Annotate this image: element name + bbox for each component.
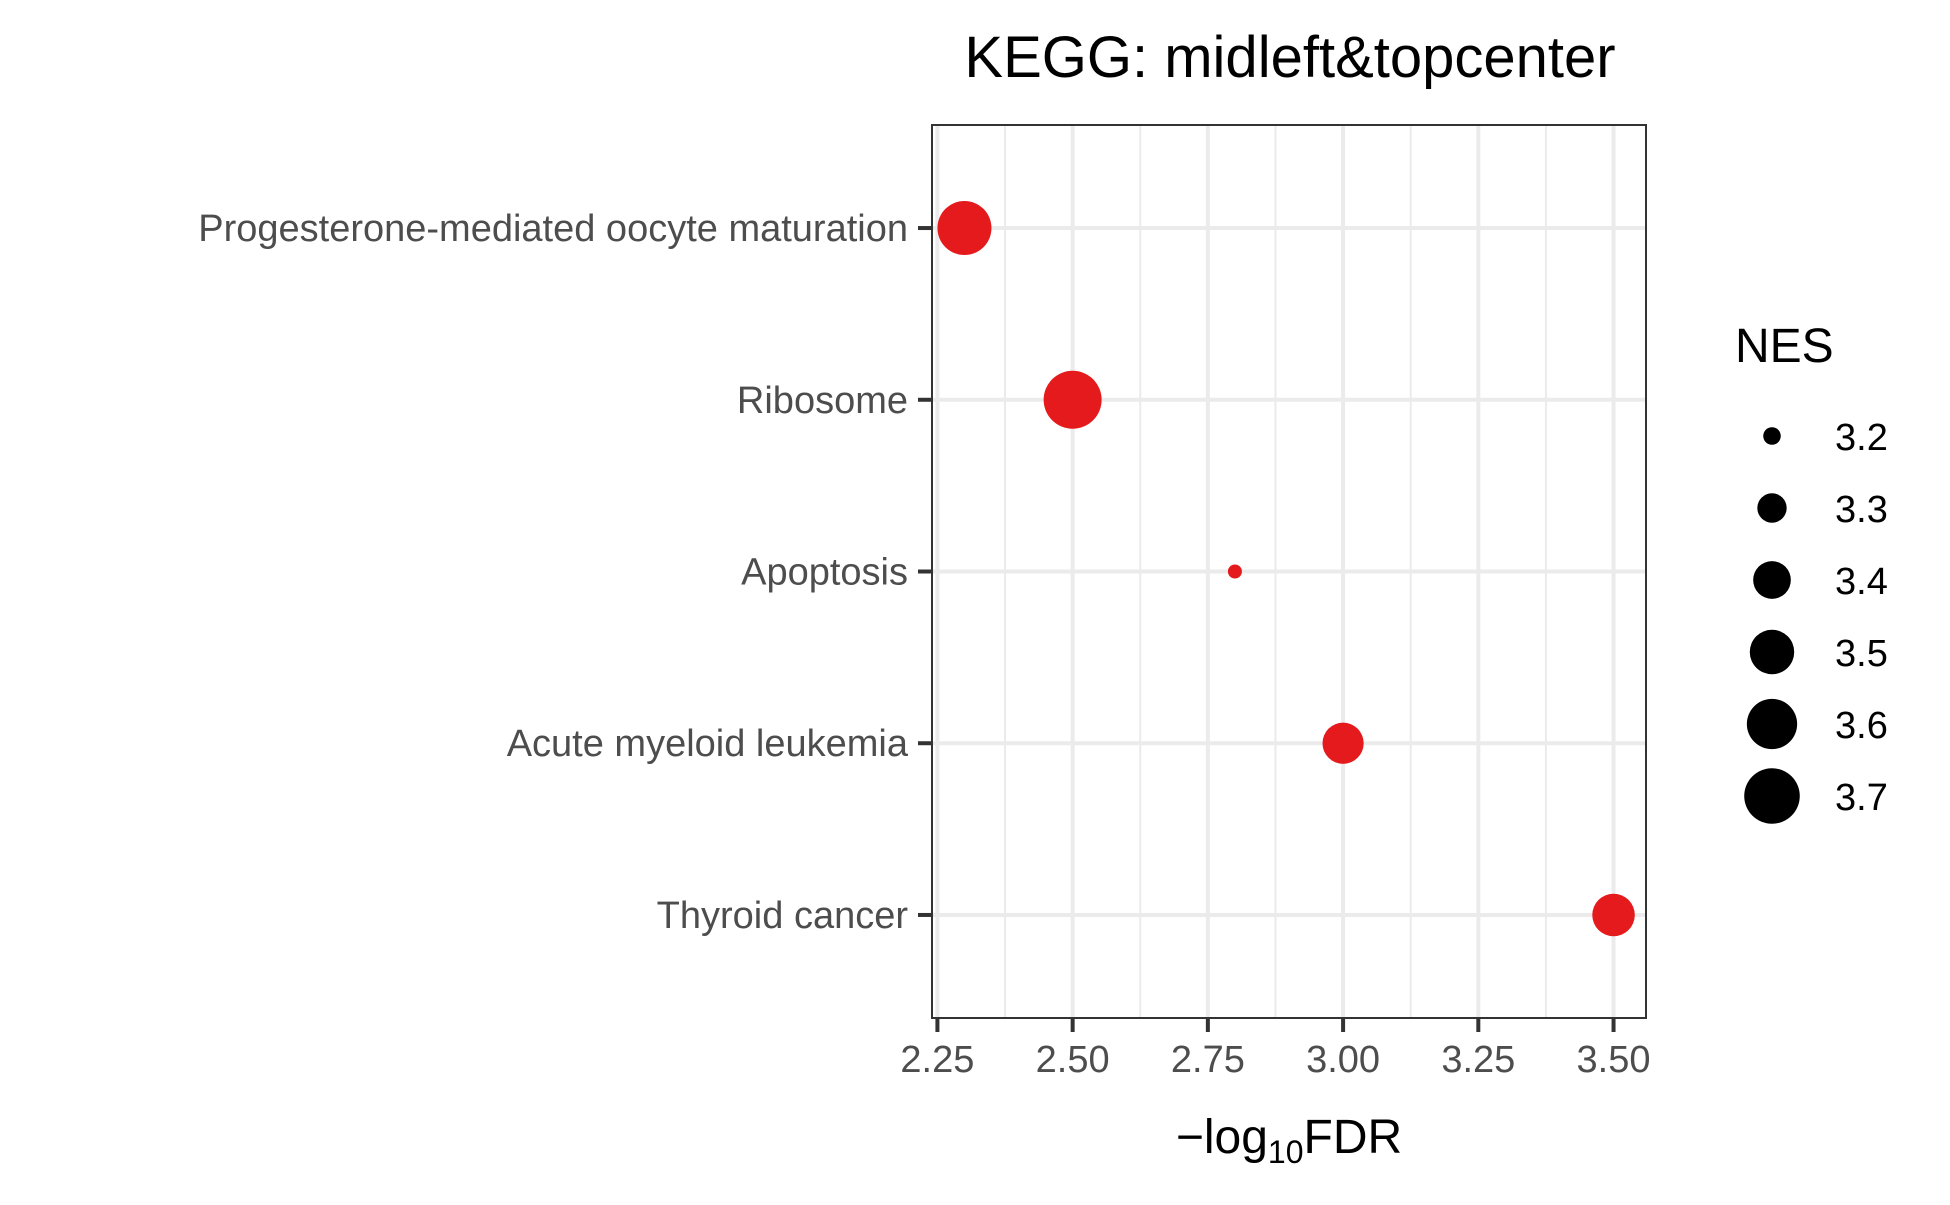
data-point <box>1322 722 1364 764</box>
data-point <box>1227 564 1242 579</box>
grid-layer <box>932 125 1646 1018</box>
y-tick-label: Ribosome <box>737 380 908 422</box>
x-tick-label: 3.00 <box>1306 1039 1380 1081</box>
legend: NES 3.2 3.3 3.4 3.5 3.6 3.7 <box>1735 320 1888 824</box>
y-tick-label: Thyroid cancer <box>657 895 909 937</box>
legend-key-circle <box>1753 561 1791 599</box>
y-tick-label: Progesterone-mediated oocyte maturation <box>198 208 908 250</box>
x-tick-label: 2.75 <box>1171 1039 1245 1081</box>
legend-label: 3.2 <box>1835 417 1888 459</box>
x-axis: 2.25 2.50 2.75 3.00 3.25 3.50 <box>900 1018 1651 1081</box>
legend-key-circle <box>1763 427 1781 445</box>
legend-key-circle <box>1744 768 1800 824</box>
x-axis-label-subscript: 10 <box>1268 1134 1304 1170</box>
legend-label: 3.5 <box>1835 633 1888 675</box>
legend-key-circle <box>1749 629 1795 675</box>
data-point <box>1592 893 1635 937</box>
y-tick-label: Apoptosis <box>741 552 908 594</box>
x-tick-label: 2.25 <box>900 1039 974 1081</box>
chart-title: KEGG: midleft&topcenter <box>964 25 1615 90</box>
x-tick-label: 2.50 <box>1036 1039 1110 1081</box>
legend-label: 3.6 <box>1835 705 1888 747</box>
y-axis: Progesterone-mediated oocyte maturation R… <box>198 208 932 937</box>
x-tick-label: 3.50 <box>1577 1039 1651 1081</box>
legend-key-circle <box>1746 698 1798 750</box>
x-axis-label-suffix: FDR <box>1304 1111 1403 1164</box>
legend-entries: 3.2 3.3 3.4 3.5 3.6 3.7 <box>1744 417 1888 824</box>
points-layer <box>937 201 1635 937</box>
legend-label: 3.3 <box>1835 489 1888 531</box>
legend-label: 3.4 <box>1835 561 1888 603</box>
legend-label: 3.7 <box>1835 777 1888 819</box>
y-tick-label: Acute myeloid leukemia <box>507 723 909 765</box>
data-point <box>937 201 992 256</box>
x-tick-label: 3.25 <box>1441 1039 1515 1081</box>
legend-key-circle <box>1757 493 1787 523</box>
data-point <box>1043 370 1102 429</box>
x-axis-label: −log10FDR <box>1176 1111 1402 1170</box>
x-axis-label-prefix: −log <box>1176 1111 1268 1164</box>
legend-title: NES <box>1735 320 1834 373</box>
